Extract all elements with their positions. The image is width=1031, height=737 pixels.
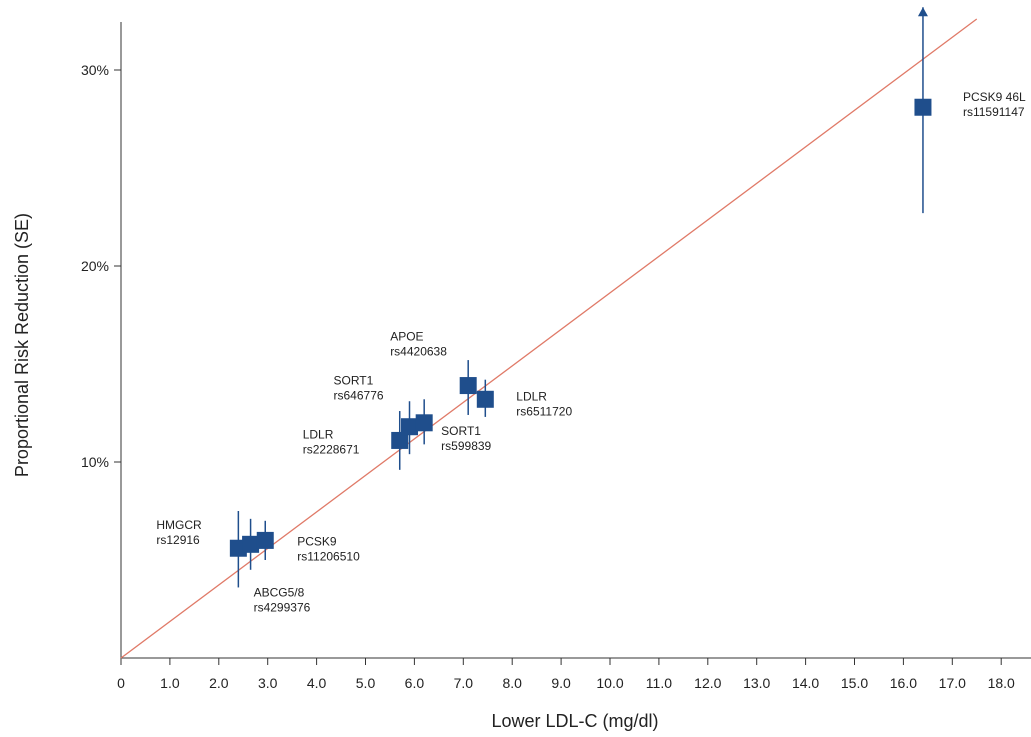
x-tick-label: 2.0 [209, 675, 229, 691]
point-ldlr2 [476, 379, 494, 417]
point-abcg58 [242, 518, 260, 570]
y-tick-label: 30% [81, 62, 109, 78]
x-tick-label: 7.0 [454, 675, 474, 691]
x-tick-label: 8.0 [502, 675, 522, 691]
point-pcsk9b [914, 7, 932, 214]
marker [401, 418, 419, 436]
x-tick-label: 15.0 [841, 675, 868, 691]
x-tick-label: 1.0 [160, 675, 180, 691]
x-tick-label: 3.0 [258, 675, 278, 691]
y-tick-label: 20% [81, 258, 109, 274]
x-tick-label: 14.0 [792, 675, 819, 691]
x-tick-label: 12.0 [694, 675, 721, 691]
x-tick-label: 5.0 [356, 675, 376, 691]
point-pcsk9a [256, 520, 274, 560]
label-pcsk9a: PCSK9 rs11206510 [297, 534, 360, 563]
x-tick-label: 11.0 [646, 675, 672, 691]
error-bar-arrow [917, 7, 928, 17]
x-tick-label: 16.0 [890, 675, 917, 691]
point-ldlr1 [391, 411, 409, 470]
marker [459, 377, 477, 395]
fit-line [120, 18, 978, 659]
y-tick-label: 10% [81, 454, 109, 470]
point-sort1b [415, 399, 433, 445]
y-axis-ticks: 10% 20% 30% [81, 62, 121, 470]
x-axis-title: Lower LDL-C (mg/dl) [491, 711, 658, 731]
label-sort1a: SORT1 rs646776 [334, 374, 384, 403]
point-sort1a [401, 401, 419, 455]
label-sort1b: SORT1 rs599839 [441, 424, 491, 453]
marker [391, 431, 409, 449]
x-tick-label: 10.0 [596, 675, 623, 691]
x-axis-ticks: 0 1.0 2.0 3.0 4.0 5.0 6.0 7.0 8.0 9.0 10.0 11.0 12.0… [117, 658, 1015, 691]
marker [256, 531, 274, 549]
label-pcsk9b: PCSK9 46L rs11591147 [963, 90, 1026, 119]
x-tick-label: 6.0 [405, 675, 425, 691]
marker [476, 390, 494, 408]
label-hmgcr: HMGCR rs12916 [156, 518, 202, 547]
label-apoe: APOE rs4420638 [390, 330, 447, 359]
marker [415, 414, 433, 432]
x-tick-label: 13.0 [743, 675, 770, 691]
marker [914, 98, 932, 116]
point-labels: HMGCR rs12916 ABCG5/8 rs4299376 PCSK9 rs11206… [156, 90, 1026, 614]
x-tick-label: 17.0 [939, 675, 966, 691]
x-tick-label: 9.0 [551, 675, 571, 691]
x-tick-label: 4.0 [307, 675, 327, 691]
data-points [229, 7, 932, 588]
y-axis-title: Proportional Risk Reduction (SE) [12, 213, 32, 477]
label-ldlr1: LDLR rs2228671 [303, 427, 360, 456]
axes [120, 22, 1031, 659]
label-abcg58: ABCG5/8 rs4299376 [254, 585, 311, 614]
marker [242, 535, 260, 553]
x-tick-label: 18.0 [988, 675, 1015, 691]
x-tick-label: 0 [117, 675, 125, 691]
point-apoe [459, 360, 477, 415]
label-ldlr2: LDLR rs6511720 [516, 389, 572, 418]
